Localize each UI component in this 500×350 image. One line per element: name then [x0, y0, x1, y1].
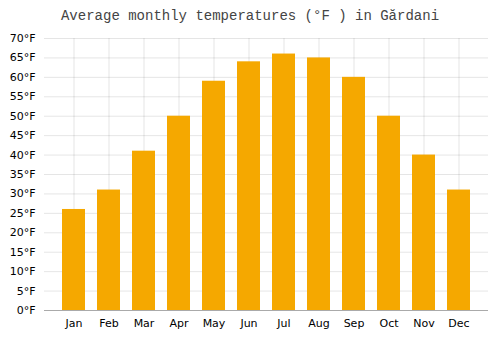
- svg-text:Jul: Jul: [276, 317, 290, 330]
- svg-text:Feb: Feb: [99, 317, 118, 330]
- svg-text:May: May: [203, 317, 226, 330]
- svg-text:15°F: 15°F: [10, 246, 36, 259]
- svg-text:55°F: 55°F: [10, 90, 36, 103]
- svg-text:40°F: 40°F: [10, 149, 36, 162]
- svg-text:30°F: 30°F: [10, 187, 36, 200]
- svg-text:Oct: Oct: [379, 317, 399, 330]
- svg-text:Dec: Dec: [448, 317, 469, 330]
- svg-text:Nov: Nov: [413, 317, 435, 330]
- svg-text:Mar: Mar: [134, 317, 155, 330]
- html-text:Average monthly temperatures (: Average monthly temperatures (°F ) in Gă…: [61, 8, 439, 24]
- svg-text:10°F: 10°F: [10, 265, 36, 278]
- svg-text:50°F: 50°F: [10, 110, 36, 123]
- svg-text:60°F: 60°F: [10, 71, 36, 84]
- svg-text:20°F: 20°F: [10, 226, 36, 239]
- svg-text:Aug: Aug: [308, 317, 329, 330]
- svg-text:45°F: 45°F: [10, 129, 36, 142]
- svg-text:25°F: 25°F: [10, 207, 36, 220]
- svg-text:65°F: 65°F: [10, 51, 36, 64]
- svg-text:Apr: Apr: [169, 317, 189, 330]
- svg-text:5°F: 5°F: [17, 285, 36, 298]
- svg-text:Jun: Jun: [239, 317, 257, 330]
- svg-text:Sep: Sep: [344, 317, 365, 330]
- svg-text:Jan: Jan: [65, 317, 83, 330]
- svg-text:35°F: 35°F: [10, 168, 36, 181]
- svg-text:0°F: 0°F: [17, 304, 36, 317]
- svg-text:70°F: 70°F: [10, 32, 36, 45]
